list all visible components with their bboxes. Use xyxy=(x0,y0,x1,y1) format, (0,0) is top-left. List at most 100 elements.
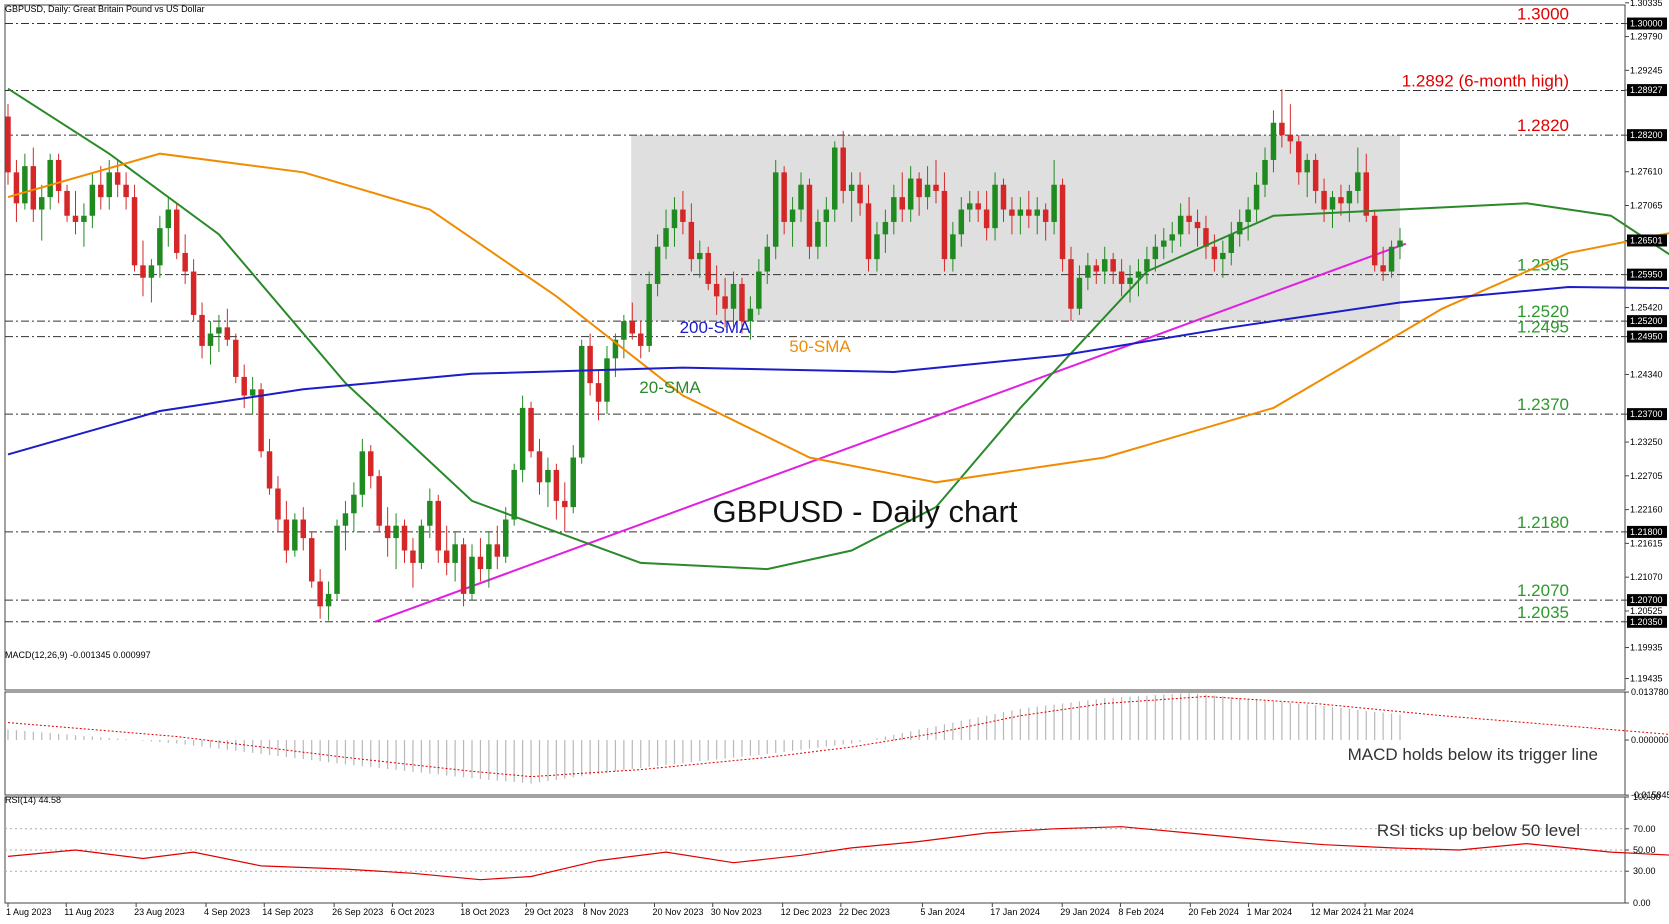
sma-line xyxy=(7,285,1669,456)
candle-body xyxy=(899,197,905,210)
candle-body xyxy=(55,159,62,191)
candle-body xyxy=(823,209,830,222)
price-tick-label: 1.20525 xyxy=(1630,606,1663,616)
date-tick-label: 26 Sep 2023 xyxy=(332,907,383,917)
axes: 1.30335 1.30000 1.29790 1.29245 1.28927 1.282… xyxy=(6,0,1667,917)
candle-body xyxy=(578,345,585,458)
price-tick-label: 1.28200 xyxy=(1630,130,1663,140)
price-tick-label: 1.23700 xyxy=(1630,409,1663,419)
candle-body xyxy=(89,184,96,216)
candle-body xyxy=(688,221,695,260)
price-tick-label: 1.24340 xyxy=(1630,369,1663,379)
candle-body xyxy=(140,265,146,278)
rsi-tick-label: 50.00 xyxy=(1633,845,1656,855)
sma-line xyxy=(7,152,1669,484)
candle-body xyxy=(1059,184,1066,260)
candle-body xyxy=(1287,135,1294,142)
date-tick-label: 30 Nov 2023 xyxy=(711,907,762,917)
macd-panel-border xyxy=(4,691,1626,796)
price-tick-label: 1.26501 xyxy=(1630,235,1663,245)
price-panel-border xyxy=(4,4,1626,691)
candle-body xyxy=(283,519,290,551)
date-tick-label: 11 Aug 2023 xyxy=(64,907,114,917)
level-label: 1.2370 xyxy=(1517,395,1569,414)
candle-body xyxy=(1026,209,1032,216)
chart-title: GBPUSD - Daily chart xyxy=(713,494,1018,529)
date-tick-label: 8 Nov 2023 xyxy=(583,907,629,917)
candle-body xyxy=(730,283,737,309)
candle-body xyxy=(865,203,872,260)
candle-body xyxy=(1177,215,1184,235)
sma-annotation: 50-SMA xyxy=(789,337,851,356)
macd-tick-label: 0.000000 xyxy=(1631,735,1669,745)
candle-body xyxy=(233,339,239,377)
rsi-annotation: RSI ticks up below 50 level xyxy=(1377,821,1580,840)
price-tick-label: 1.27065 xyxy=(1630,201,1663,211)
candle-body xyxy=(173,209,180,253)
candle-body xyxy=(1068,259,1074,309)
price-tick-highlight xyxy=(1627,525,1667,538)
candle-body xyxy=(798,184,804,210)
candle-body xyxy=(1228,234,1235,253)
candle-body xyxy=(739,283,745,322)
candle-body xyxy=(1338,197,1344,204)
price-tick-label: 1.19935 xyxy=(1630,643,1663,653)
candle-body xyxy=(114,172,121,185)
rsi-tick-label: 70.00 xyxy=(1633,824,1656,834)
candle-body xyxy=(30,166,37,210)
candle-body xyxy=(1076,277,1083,309)
candle-body xyxy=(764,246,771,272)
candle-body xyxy=(1203,228,1209,247)
candle-body xyxy=(47,159,53,198)
candle-body xyxy=(241,376,247,396)
candle-body xyxy=(511,469,517,520)
candle-body xyxy=(376,476,382,526)
candle-body xyxy=(1101,259,1108,272)
candle-body xyxy=(1380,265,1386,272)
candle-body xyxy=(857,184,863,204)
price-tick-label: 1.22705 xyxy=(1630,471,1663,481)
candle-body xyxy=(1152,246,1159,260)
price-tick-label: 1.25950 xyxy=(1630,270,1663,280)
candle-body xyxy=(1363,172,1369,216)
date-tick-label: 6 Oct 2023 xyxy=(390,907,434,917)
candle-body xyxy=(722,296,728,309)
date-tick-label: 21 Mar 2024 xyxy=(1363,907,1414,917)
candle-body xyxy=(249,389,256,396)
price-tick-label: 1.27610 xyxy=(1630,167,1663,177)
date-tick-label: 29 Jan 2024 xyxy=(1060,907,1110,917)
rsi-tick-label: 0.00 xyxy=(1633,898,1651,908)
candle-body xyxy=(570,457,576,508)
candle-body xyxy=(1042,209,1049,222)
date-tick-label: 1 Aug 2023 xyxy=(6,907,52,917)
candle-body xyxy=(503,519,509,557)
candle-body xyxy=(224,327,231,340)
candle-body xyxy=(832,147,838,210)
candle-body xyxy=(536,451,543,483)
candle-body xyxy=(1161,240,1167,247)
candle-body xyxy=(654,246,661,284)
date-tick-label: 20 Feb 2024 xyxy=(1188,907,1239,917)
candle-body xyxy=(604,358,610,402)
price-tick-highlight xyxy=(1627,315,1667,328)
ascending-trendline xyxy=(374,242,1407,623)
date-tick-label: 14 Sep 2023 xyxy=(262,907,313,917)
candle-body xyxy=(587,345,593,384)
candle-body xyxy=(1321,190,1327,210)
candle-body xyxy=(182,252,188,272)
candle-body xyxy=(1211,246,1218,260)
candle-body xyxy=(1262,159,1268,185)
candle-body xyxy=(308,538,315,582)
candle-body xyxy=(663,228,669,247)
candle-body xyxy=(1000,184,1007,210)
price-tick-label: 1.29245 xyxy=(1630,65,1663,75)
sma-annotation: 20-SMA xyxy=(639,378,701,397)
candle-body xyxy=(1127,277,1133,284)
price-tick-label: 1.24950 xyxy=(1630,332,1663,342)
price-tick-highlight xyxy=(1627,594,1667,607)
candle-body xyxy=(98,184,104,198)
candle-body xyxy=(992,184,998,229)
candle-body xyxy=(1329,197,1336,210)
candle-body xyxy=(72,215,79,222)
